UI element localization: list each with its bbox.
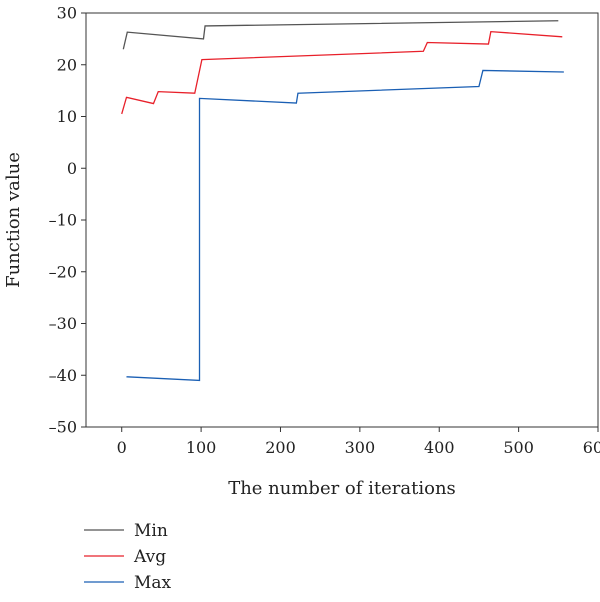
legend-label-avg: Avg [133, 547, 166, 567]
plot-area [85, 12, 599, 428]
legend-label-min: Min [134, 521, 168, 541]
y-tick-label: –20 [49, 262, 77, 281]
y-tick-label: 0 [67, 159, 77, 178]
series-line-max [126, 69, 564, 382]
x-tick-label: 100 [186, 438, 217, 457]
y-tick-label: –30 [49, 314, 77, 333]
series-line-min [122, 20, 559, 50]
x-axis-title: The number of iterations [228, 478, 456, 499]
y-tick-label: –50 [49, 418, 77, 437]
y-tick-label: 30 [57, 4, 77, 23]
y-tick-label: –10 [49, 211, 77, 230]
legend-label-max: Max [134, 573, 172, 593]
series-layer [121, 20, 564, 382]
y-tick-label: 20 [57, 55, 77, 74]
series-line-avg [121, 30, 563, 115]
x-tick-label: 500 [503, 438, 534, 457]
x-axis: 0 100 200 300 400 500 600 [117, 427, 600, 457]
x-tick-label: 300 [345, 438, 376, 457]
x-tick-label: 600 [583, 438, 600, 457]
y-axis-title: Function value [3, 152, 24, 288]
x-tick-label: 400 [424, 438, 455, 457]
y-axis: –50 –40 –30 –20 –10 0 10 20 30 [49, 4, 86, 437]
plot-frame [85, 12, 599, 428]
legend: Min Avg Max [84, 521, 172, 593]
y-tick-label: –40 [49, 366, 77, 385]
y-tick-label: 10 [57, 107, 77, 126]
x-tick-label: 0 [117, 438, 127, 457]
x-tick-label: 200 [265, 438, 296, 457]
